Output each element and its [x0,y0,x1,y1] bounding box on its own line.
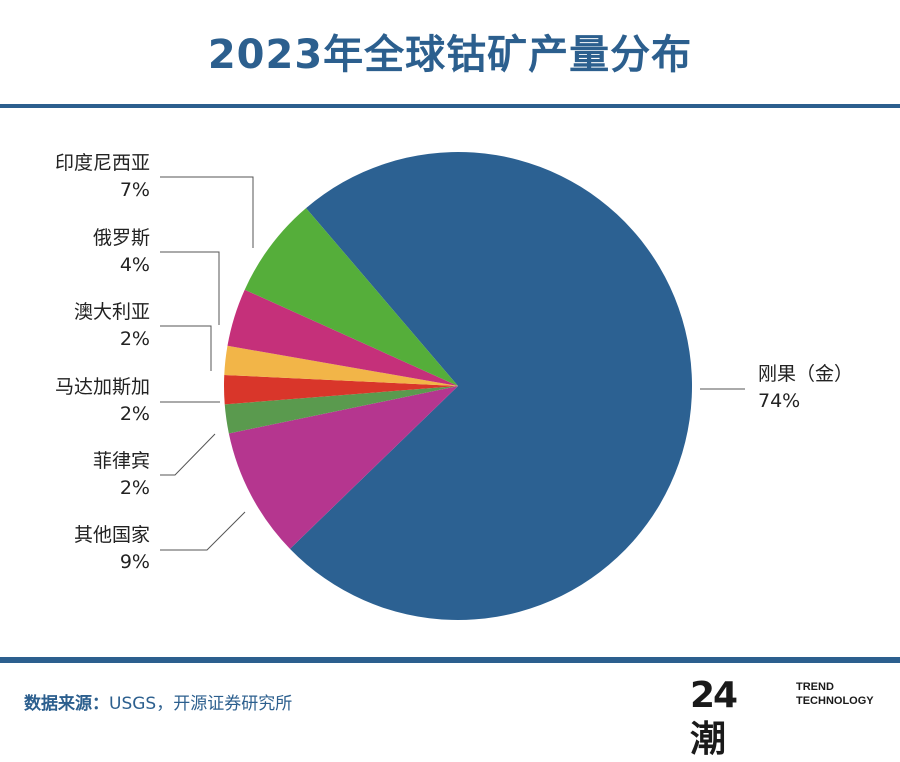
slice-label: 俄罗斯 [93,227,150,249]
slice-label: 其他国家 [74,524,150,546]
slice-澳大利亚 [224,345,458,386]
leader-line [160,176,254,248]
slice-value-label: 2% [120,328,150,350]
slice-label: 澳大利亚 [74,301,150,323]
source-text: USGS，开源证券研究所 [109,694,293,714]
slice-菲律宾 [224,386,458,434]
footer-divider [0,657,900,663]
slice-value-label: 7% [120,179,150,201]
slice-label: 马达加斯加 [55,376,150,398]
slice-value-label: 2% [120,477,150,499]
slice-俄罗斯 [227,289,458,386]
slice-value-label: 9% [120,551,150,573]
brand-logo-mark: 24潮 [690,675,738,760]
leader-line [160,511,246,551]
brand-tagline: TREND TECHNOLOGY [796,680,874,708]
leader-lines [160,176,745,551]
slice-印度尼西亚 [244,208,458,386]
slice-刚果金 [289,152,693,621]
slice-value-label: 74% [758,390,800,412]
brand-line-1: TREND [796,681,834,693]
leader-line [160,325,212,371]
slice-labels: 刚果（金） 74% 其他国家 9% 菲律宾 2% 马达加斯加 2% 澳大利亚 2% 俄罗斯 4% 印度尼… [55,152,853,573]
slice-其他国家 [228,386,458,549]
brand-line-2: TECHNOLOGY [796,695,874,707]
leader-line [160,433,216,476]
leader-line [160,251,220,325]
slice-label: 菲律宾 [93,450,150,472]
slice-value-label: 4% [120,254,150,276]
pie-chart: 刚果（金） 74% 其他国家 9% 菲律宾 2% 马达加斯加 2% 澳大利亚 2% 俄罗斯 4% 印度尼… [55,152,853,621]
slice-label: 印度尼西亚 [55,152,150,174]
pie-slices [223,152,693,621]
slice-马达加斯加 [223,374,458,405]
slice-value-label: 2% [120,403,150,425]
source-note: 数据来源：USGS，开源证券研究所 [24,689,292,714]
header-divider [0,104,900,108]
slice-label: 刚果（金） [758,363,853,385]
source-label: 数据来源： [24,694,109,714]
chart-title: 2023年全球钴矿产量分布 [207,32,693,78]
